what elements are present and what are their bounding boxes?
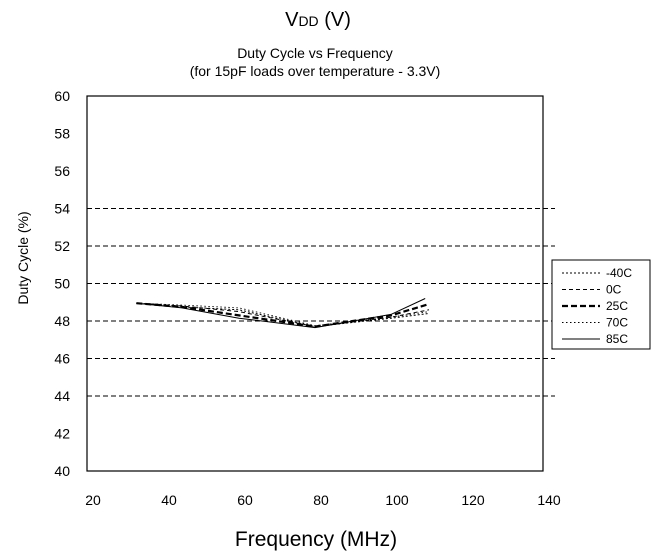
x-tick-label: 140 bbox=[537, 492, 561, 508]
x-tick-label: 40 bbox=[161, 492, 177, 508]
y-tick-label: 46 bbox=[54, 351, 70, 367]
series-line--40C bbox=[136, 302, 430, 328]
legend-label-0C: 0C bbox=[606, 283, 622, 297]
y-tick-label: 52 bbox=[54, 238, 70, 254]
series-line-85C bbox=[136, 298, 426, 329]
vdd-main: V bbox=[285, 9, 299, 31]
x-tick-label: 60 bbox=[237, 492, 253, 508]
legend-label-85C: 85C bbox=[606, 332, 628, 346]
x-axis-label: Frequency (MHz) bbox=[235, 528, 397, 551]
x-tick-label: 100 bbox=[385, 492, 409, 508]
y-tick-label: 44 bbox=[54, 388, 70, 404]
vdd-header: VDD (V) bbox=[285, 9, 351, 31]
legend: -40C 0C 25C 70C 85C bbox=[551, 259, 651, 350]
legend-items: -40C 0C 25C 70C 85C bbox=[562, 266, 632, 346]
legend-label--40C: -40C bbox=[606, 266, 632, 280]
y-tick-label: 50 bbox=[54, 276, 70, 292]
x-tick-label: 80 bbox=[313, 492, 329, 508]
gridlines bbox=[87, 208, 555, 397]
x-tick-label: 20 bbox=[85, 492, 101, 508]
y-axis-label: Duty Cycle (%) bbox=[15, 211, 31, 304]
x-tick-labels: 20 40 60 80 100 120 140 bbox=[85, 492, 561, 508]
legend-label-25C: 25C bbox=[606, 299, 628, 313]
series-lines bbox=[136, 298, 430, 329]
vdd-unit: (V) bbox=[319, 9, 351, 31]
legend-box bbox=[551, 259, 651, 350]
y-tick-label: 60 bbox=[54, 88, 70, 104]
series-line-25C bbox=[136, 302, 430, 328]
y-tick-label: 40 bbox=[54, 463, 70, 479]
vdd-sub: DD bbox=[298, 13, 318, 29]
chart-title: Duty Cycle vs Frequency bbox=[237, 45, 393, 61]
y-tick-label: 42 bbox=[54, 426, 70, 442]
y-tick-labels: 60 58 56 54 52 50 48 46 44 42 40 bbox=[54, 88, 70, 479]
y-tick-label: 48 bbox=[54, 313, 70, 329]
legend-label-70C: 70C bbox=[606, 316, 628, 330]
y-tick-label: 54 bbox=[54, 201, 70, 217]
x-tick-label: 120 bbox=[461, 492, 485, 508]
y-tick-label: 56 bbox=[54, 163, 70, 179]
chart-subtitle: (for 15pF loads over temperature - 3.3V) bbox=[190, 63, 441, 79]
y-tick-label: 58 bbox=[54, 126, 70, 142]
